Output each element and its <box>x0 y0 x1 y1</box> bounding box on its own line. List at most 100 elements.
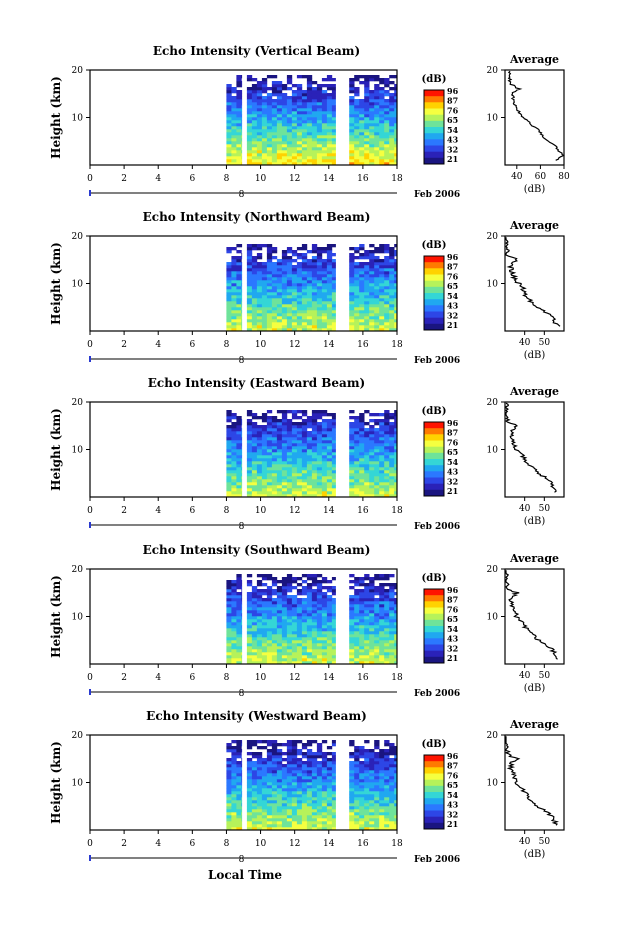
heatmap-cell <box>241 301 243 305</box>
heatmap-cell <box>306 628 313 632</box>
heatmap-cell <box>349 117 355 121</box>
heatmap-cell <box>291 746 298 750</box>
heatmap-cell <box>236 126 242 130</box>
heatmap-cell <box>389 467 395 471</box>
heatmap-cell <box>256 482 263 486</box>
colorbar-tick-label: 32 <box>447 144 458 154</box>
heatmap-cell <box>256 601 263 605</box>
heatmap-cell <box>316 144 323 148</box>
heatmap-cell <box>226 117 232 121</box>
heatmap-cell <box>369 797 375 801</box>
heatmap-cell <box>321 761 328 765</box>
heatmap-cell <box>266 779 273 783</box>
heatmap-cell <box>379 259 385 263</box>
heatmap-cell <box>251 78 258 82</box>
heatmap-cell <box>311 265 318 269</box>
heatmap-cell <box>291 809 298 813</box>
heatmap-cell <box>271 250 278 254</box>
heatmap-cell <box>316 259 323 263</box>
heatmap-cell <box>384 289 390 293</box>
heatmap-cell <box>236 307 242 311</box>
heatmap-cell <box>246 619 253 623</box>
heatmap-cell <box>271 114 278 118</box>
heatmap-cell <box>276 138 283 142</box>
heatmap-cell <box>276 422 283 426</box>
heatmap-cell <box>251 90 258 94</box>
heatmap-cell <box>231 147 237 151</box>
heatmap-cell <box>331 767 336 771</box>
heatmap-cell <box>384 592 390 596</box>
heatmap-cell <box>226 126 232 130</box>
heatmap-cell <box>291 779 298 783</box>
heatmap-cell <box>231 313 237 317</box>
heatmap-cell <box>236 592 242 596</box>
heatmap-cell <box>226 589 232 593</box>
heatmap-cell <box>241 268 243 272</box>
heatmap-cell <box>281 289 288 293</box>
heatmap-cell <box>374 431 380 435</box>
heatmap-cell <box>326 256 333 260</box>
heatmap-cell <box>374 114 380 118</box>
heatmap-cell <box>231 818 237 822</box>
heatmap-cell <box>261 81 268 85</box>
heatmap-cell <box>389 746 395 750</box>
heatmap-cell <box>236 78 242 82</box>
heatmap-cell <box>379 658 385 662</box>
heatmap-cell <box>266 461 273 465</box>
heatmap-cell <box>306 153 313 157</box>
heatmap-cell <box>331 102 336 106</box>
heatmap-cell <box>246 111 253 115</box>
colorbar-tick-label: 32 <box>447 809 458 819</box>
heatmap-cell <box>326 785 333 789</box>
heatmap-cell <box>251 586 258 590</box>
heatmap-cell <box>266 126 273 130</box>
heatmap-cell <box>311 800 318 804</box>
heatmap-cell <box>354 452 360 456</box>
heatmap-cell <box>286 286 293 290</box>
heatmap-cell <box>374 117 380 121</box>
heatmap-cell <box>316 141 323 145</box>
heatmap-cell <box>256 610 263 614</box>
heatmap-cell <box>226 628 232 632</box>
heatmap-cell <box>321 437 328 441</box>
heatmap-cell <box>311 740 318 744</box>
heatmap-cell <box>276 81 283 85</box>
heatmap-cell <box>326 298 333 302</box>
heatmap-cell <box>374 283 380 287</box>
heatmap-cell <box>231 773 237 777</box>
heatmap-cell <box>291 102 298 106</box>
heatmap-cell <box>384 304 390 308</box>
heatmap-cell <box>276 162 283 166</box>
heatmap-cell <box>389 583 395 587</box>
heatmap-cell <box>291 144 298 148</box>
heatmap-cell <box>364 485 370 489</box>
heatmap-cell <box>271 661 278 665</box>
heatmap-cell <box>261 446 268 450</box>
heatmap-cell <box>271 743 278 747</box>
heatmap-cell <box>369 607 375 611</box>
heatmap-cell <box>231 159 237 163</box>
heatmap-cell <box>226 482 232 486</box>
heatmap-cell <box>349 78 355 82</box>
heatmap-cell <box>326 283 333 287</box>
heatmap-cell <box>379 586 385 590</box>
heatmap-cell <box>246 247 253 251</box>
heatmap-cell <box>369 782 375 786</box>
heatmap-cell <box>296 613 303 617</box>
heatmap-cell <box>311 111 318 115</box>
heatmap-cell <box>251 613 258 617</box>
heatmap-cell <box>231 482 237 486</box>
heatmap-cell <box>364 470 370 474</box>
heatmap-cell <box>389 135 395 139</box>
profile-x-label: (dB) <box>524 849 546 860</box>
heatmap-cell <box>251 416 258 420</box>
heatmap-cell <box>331 416 336 420</box>
heatmap-cell <box>251 809 258 813</box>
heatmap-cell <box>359 824 365 828</box>
heatmap-cell <box>291 806 298 810</box>
heatmap-cell <box>354 78 360 82</box>
heatmap-cell <box>349 256 355 260</box>
heatmap-cell <box>316 87 323 91</box>
heatmap-cell <box>266 797 273 801</box>
heatmap-cell <box>384 658 390 662</box>
